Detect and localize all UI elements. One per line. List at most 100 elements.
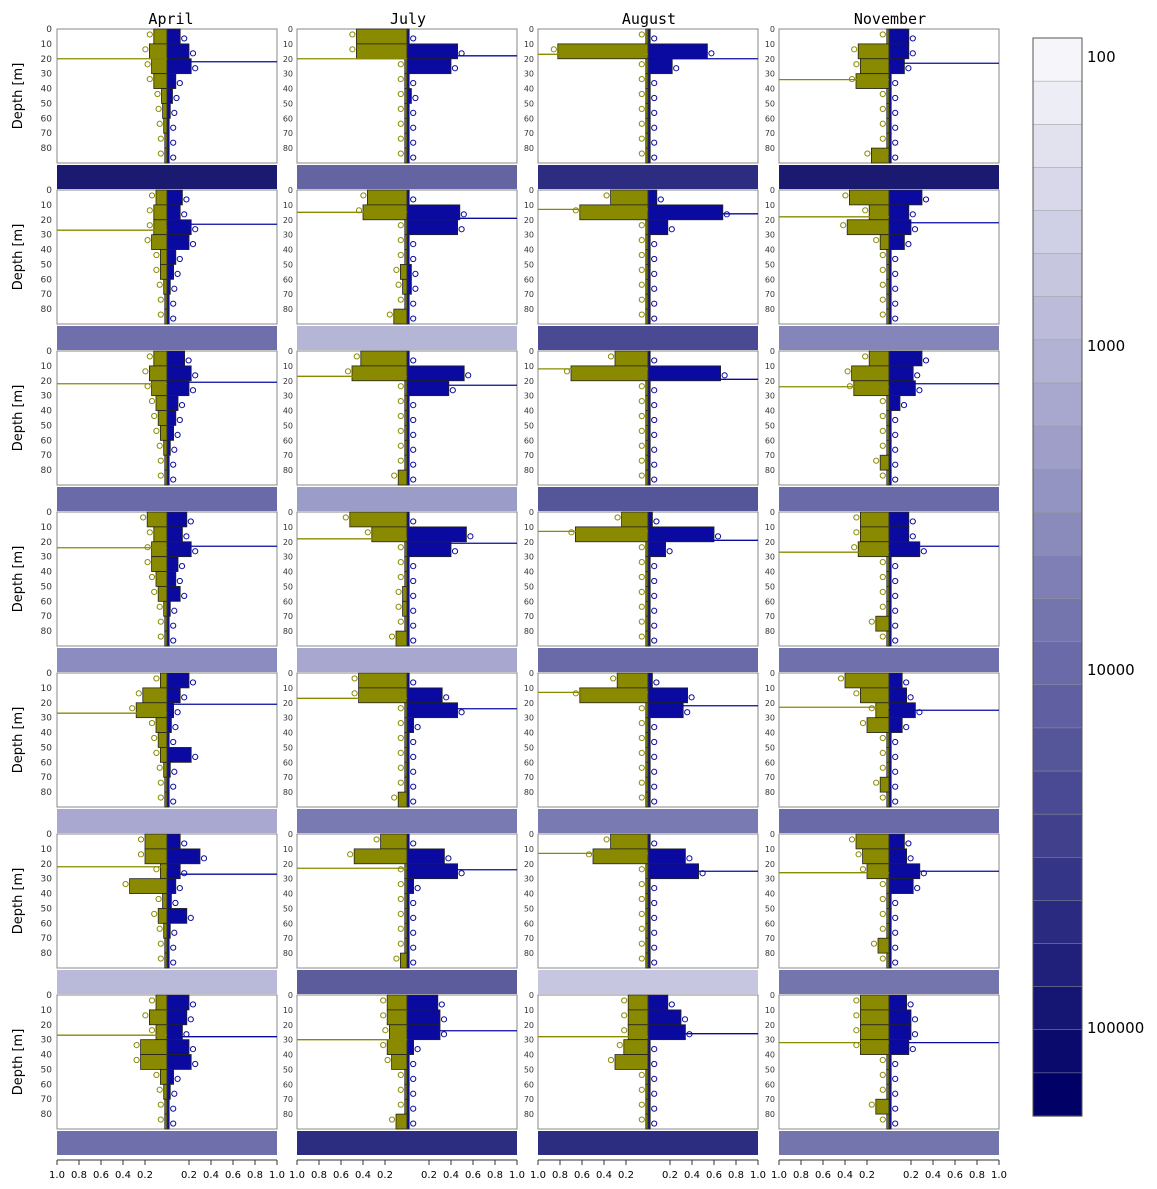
left-marker: [386, 311, 393, 318]
right-bar: [166, 1024, 183, 1041]
depth-tick-label: 20: [524, 55, 534, 64]
panel-july-4: 0 10 20 30 40 50 60 70 80: [283, 508, 518, 672]
left-bar: [157, 410, 168, 426]
left-marker: [638, 705, 645, 712]
left-marker: [853, 997, 860, 1004]
left-bar: [846, 219, 890, 236]
right-marker: [458, 709, 465, 716]
right-bar: [888, 234, 905, 250]
right-bar: [166, 1009, 188, 1026]
right-marker: [922, 196, 930, 203]
right-marker: [410, 315, 417, 322]
depth-tick-label: 0: [288, 508, 293, 517]
depth-tick-label: 30: [524, 1036, 534, 1045]
depth-tick-label: 10: [41, 1006, 53, 1016]
right-marker: [892, 1060, 899, 1068]
right-marker: [192, 226, 199, 233]
depth-tick-label: 30: [524, 392, 534, 401]
depth-tick-label: 0: [770, 25, 775, 34]
depth-tick-label: 0: [770, 991, 775, 1000]
depth-tick-label: 40: [524, 568, 534, 577]
right-marker: [922, 357, 930, 364]
depth-tick-label: 20: [765, 860, 775, 869]
right-marker: [171, 607, 178, 614]
right-marker: [892, 446, 899, 453]
left-marker: [397, 150, 404, 157]
left-marker: [148, 720, 156, 727]
left-marker: [397, 749, 404, 756]
left-marker: [879, 881, 886, 888]
left-bar: [402, 586, 408, 602]
right-marker: [174, 709, 181, 716]
left-bar: [397, 469, 408, 486]
depth-tick-label: 20: [765, 55, 775, 64]
panel-august-6: 0 10 20 30 40 50 60 70 80: [524, 830, 759, 994]
colorbar-segment: [1032, 468, 1083, 514]
right-bar: [406, 878, 414, 894]
left-marker: [879, 573, 886, 581]
left-marker: [397, 779, 404, 786]
x-tick-label: 1.0: [509, 1170, 525, 1181]
right-marker: [666, 548, 673, 555]
depth-tick-label: 40: [765, 246, 775, 255]
left-marker: [862, 207, 869, 214]
panel-april-3: 0 10 20 30 40 50 60 70 80 Depth [m]: [11, 347, 278, 511]
right-marker: [651, 622, 658, 629]
left-bar: [395, 1113, 408, 1130]
depth-tick-label: 20: [765, 538, 775, 547]
left-marker: [133, 1056, 140, 1064]
depth-tick-label: 20: [283, 377, 293, 386]
left-bar: [862, 848, 890, 865]
right-marker: [183, 533, 190, 540]
left-marker: [859, 720, 867, 727]
left-marker: [638, 105, 645, 112]
colorbar-segment: [1032, 900, 1083, 945]
depth-tick-label: 0: [288, 186, 293, 195]
depth-tick-label: 60: [524, 275, 534, 284]
colorbar-segment: [1032, 770, 1083, 815]
right-bar: [888, 526, 910, 543]
right-marker: [410, 446, 417, 453]
right-marker: [651, 885, 658, 892]
panel-april-7: 0 10 20 30 40 50 60 70 80 Depth [m]: [11, 991, 278, 1155]
right-marker: [892, 959, 899, 966]
left-marker: [638, 559, 645, 566]
right-marker: [176, 885, 183, 892]
x-tick-label: 0.6: [333, 1170, 349, 1181]
left-bar: [614, 1054, 649, 1070]
left-marker: [638, 794, 645, 801]
x-tick-label: 1.0: [991, 1170, 1007, 1181]
right-marker: [909, 211, 916, 218]
depth-tick-label: 30: [524, 714, 534, 723]
left-marker: [397, 544, 404, 551]
left-marker: [879, 412, 886, 420]
right-marker: [410, 35, 417, 42]
left-marker: [156, 120, 163, 127]
right-bar: [166, 571, 177, 587]
x-tick-label: 0.6: [93, 1170, 109, 1181]
left-marker: [153, 675, 160, 682]
right-marker: [189, 387, 197, 394]
right-bar: [888, 350, 923, 367]
right-marker: [651, 94, 658, 102]
left-bar: [353, 848, 408, 865]
right-marker: [892, 929, 899, 936]
right-bar: [166, 1039, 190, 1055]
right-marker: [892, 461, 899, 468]
left-marker: [382, 1027, 389, 1034]
depth-tick-label: 40: [765, 729, 775, 738]
left-marker: [397, 910, 404, 917]
right-marker: [410, 929, 417, 936]
depth-tick-label: 50: [524, 1065, 534, 1074]
depth-tick-label: 70: [765, 290, 775, 299]
right-bar: [888, 189, 923, 206]
panel-grid: 0 10 20 30 40 50 60 70 80 Depth [m] 0 10 20 30 40 50 60 7…: [11, 25, 1000, 1155]
left-marker: [621, 997, 628, 1004]
right-marker: [651, 154, 658, 161]
x-tick-label: 0.4: [203, 1170, 219, 1181]
right-bar: [166, 1054, 192, 1070]
depth-tick-label: 50: [765, 99, 775, 108]
left-marker: [156, 603, 163, 610]
right-marker: [653, 679, 660, 686]
left-marker: [638, 940, 645, 947]
